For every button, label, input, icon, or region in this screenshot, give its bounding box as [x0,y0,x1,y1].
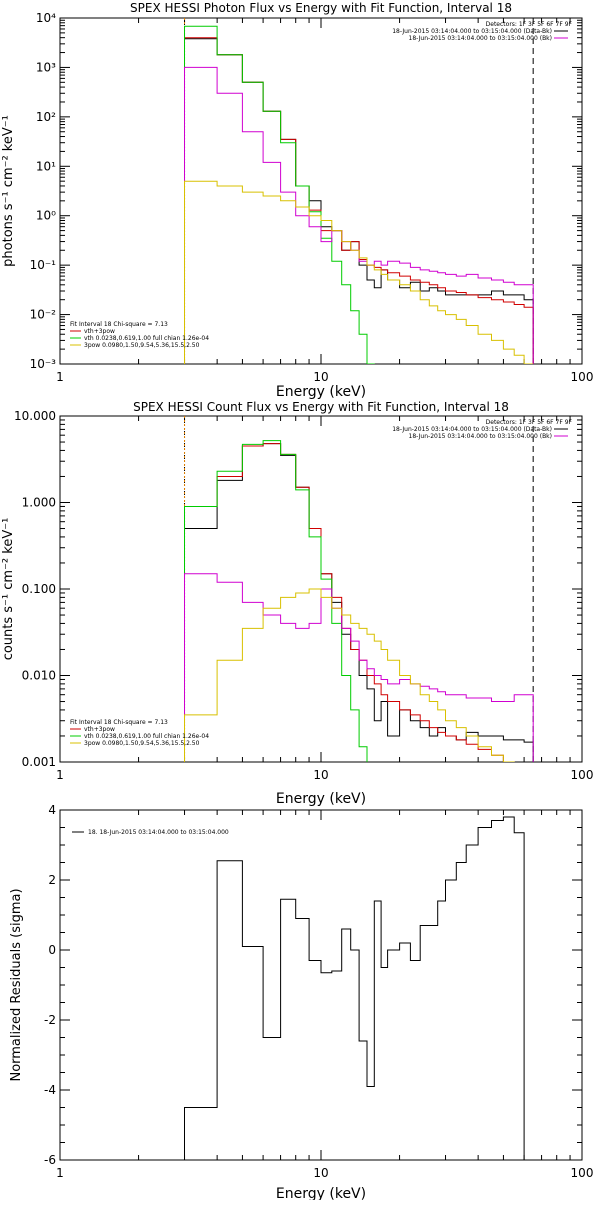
y-tick-label: 0.010 [22,669,56,683]
y-tick-label: -6 [44,1153,56,1167]
chart-panel-1: SPEX HESSI Photon Flux vs Energy with Fi… [1,1,593,400]
legend-top-line: 18-Jun-2015 03:14:04.000 to 03:15:04.000… [392,28,552,35]
legend-bottom-line: vth 0.0238,0.619,1.00 full chian 1.26e-0… [84,733,209,740]
y-tick-label: 2 [48,873,56,887]
y-tick-label: -4 [44,1083,56,1097]
series-black-line [184,443,534,762]
y-axis-label: Normalized Residuals (sigma) [9,888,24,1081]
legend-top-line: 18-Jun-2015 03:14:04.000 to 03:15:04.000… [409,35,552,42]
x-tick-label: 1 [56,370,64,384]
series-yellow-line [184,588,534,762]
series-group [184,440,534,762]
y-tick-label: 10⁻¹ [30,258,57,272]
legend-top-line: 18-Jun-2015 03:14:04.000 to 03:15:04.000… [392,426,552,433]
x-ticks: 1 10 100 [56,810,593,1180]
y-tick-label: 10³ [36,60,56,74]
y-axis-label: counts s⁻¹ cm⁻² keV⁻¹ [1,518,16,661]
y-tick-label: -2 [44,1013,56,1027]
series-magenta-line [184,573,534,762]
series-group [184,816,534,1160]
legend-bottom-line: vth+3pow [84,328,115,335]
y-tick-label: 0 [48,943,56,957]
x-tick-label: 10 [313,370,328,384]
legend-bottom: Fit Interval 18 Chi-square = 7.13vth+3po… [70,321,209,349]
y-ticks: 0.001 0.010 0.100 1.000 10.000 [14,409,582,769]
y-tick-label: 10¹ [36,159,56,173]
x-tick-label: 1 [56,1166,64,1180]
chart-title: SPEX HESSI Photon Flux vs Energy with Fi… [130,1,512,15]
legend-top-line: Detectors: 1F 3F 5F 6F 7F 9F [486,419,573,426]
y-ticks: 10⁻³ 10⁻² 10⁻¹ 10⁰ 10¹ 10² 10³ 10⁴ [30,11,582,371]
y-tick-label: 0.100 [22,582,56,596]
y-tick-label: 10⁴ [36,11,56,25]
series-green-line [184,440,375,762]
legend-bottom-line: Fit Interval 18 Chi-square = 7.13 [70,719,168,726]
y-tick-label: 10.000 [14,409,56,423]
x-tick-label: 10 [313,768,328,782]
y-tick-label: 1.000 [22,496,56,510]
legend-top-line: 18. 18-Jun-2015 03:14:04.000 to 03:15:04… [88,829,229,836]
legend-top: Detectors: 1F 3F 5F 6F 7F 9F18-Jun-2015 … [392,419,572,440]
series-group [184,25,534,364]
x-tick-label: 1 [56,768,64,782]
legend-bottom-line: 3pow 0.0980,1.50,9.54,5.36,15.5,2.50 [84,342,200,349]
series-yellow-line [184,180,534,364]
y-tick-label: 10⁻² [30,308,57,322]
y-ticks: -6 -4 -2 0 2 4 [44,803,582,1167]
series-green-line [184,25,382,364]
x-ticks: 1 10 100 [56,416,593,782]
chart-panel-2: SPEX HESSI Count Flux vs Energy with Fit… [1,400,593,807]
axes-frame [59,809,583,1161]
y-tick-label: 4 [48,803,56,817]
x-axis-label: Energy (keV) [276,384,366,400]
x-axis-label: Energy (keV) [276,1186,366,1200]
x-ticks: 1 10 100 [56,18,593,384]
y-axis-label: photons s⁻¹ cm⁻² keV⁻¹ [1,115,16,267]
legend-top-line: 18-Jun-2015 03:14:04.000 to 03:15:04.000… [409,433,552,440]
series-magenta-line [184,66,534,364]
x-axis-label: Energy (keV) [276,791,366,807]
y-tick-label: 10⁰ [36,209,56,223]
x-tick-label: 10 [313,1166,328,1180]
series-black-line [184,816,534,1160]
axes-frame [59,17,583,365]
series-red-line [184,37,534,364]
y-tick-label: 10² [36,110,56,124]
legend-bottom-line: vth 0.0238,0.619,1.00 full chian 1.26e-0… [84,335,209,342]
x-tick-label: 100 [571,768,594,782]
x-tick-label: 100 [571,370,594,384]
x-tick-label: 100 [571,1166,594,1180]
y-tick-label: 0.001 [22,755,56,769]
legend-bottom-line: 3pow 0.0980,1.50,9.54,5.36,15.5,2.50 [84,740,200,747]
legend-top: Detectors: 1F 3F 5F 6F 7F 9F18-Jun-2015 … [392,21,572,42]
legend-top: 18. 18-Jun-2015 03:14:04.000 to 03:15:04… [72,829,229,836]
legend-bottom: Fit Interval 18 Chi-square = 7.13vth+3po… [70,719,209,747]
legend-top-line: Detectors: 1F 3F 5F 6F 7F 9F [486,21,573,28]
chart-panel-3: Energy (keV) Normalized Residuals (sigma)… [9,803,593,1202]
legend-bottom-line: Fit Interval 18 Chi-square = 7.13 [70,321,168,328]
chart-title: SPEX HESSI Count Flux vs Energy with Fit… [133,400,509,414]
y-tick-label: 10⁻³ [30,357,57,371]
legend-bottom-line: vth+3pow [84,726,115,733]
